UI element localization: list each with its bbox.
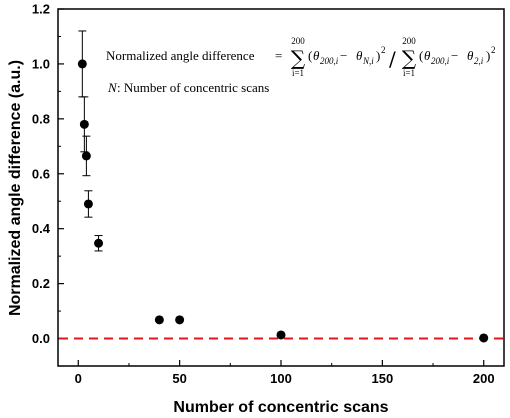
annotation-label: Normalized angle difference <box>106 48 255 63</box>
x-tick-label: 200 <box>473 371 495 386</box>
sum-lower-2: i=1 <box>403 68 415 78</box>
numerator-square: 2 <box>381 45 386 55</box>
numerator-minus: − <box>340 48 347 63</box>
denominator-theta-1: θ <box>424 48 431 63</box>
fraction-slash: / <box>389 47 396 71</box>
x-tick-label: 150 <box>372 371 394 386</box>
axis-ticks: 0 50 100 150 200 0.0 0.2 0.4 0.6 0.8 1.0 1.2 <box>32 2 495 387</box>
data-point <box>175 315 185 325</box>
sum-symbol-2: ∑ <box>402 46 417 70</box>
x-axis-title: Number of concentric scans <box>173 399 388 416</box>
denominator-sub-2: 2,i <box>474 56 484 66</box>
denominator-square: 2 <box>491 45 496 55</box>
data-point <box>79 119 89 129</box>
annotation-equals: = <box>275 48 282 63</box>
data-point <box>77 59 87 69</box>
sum-symbol-1: ∑ <box>291 46 306 70</box>
data-point <box>479 333 489 343</box>
x-tick-label: 0 <box>75 371 82 386</box>
y-axis-title: Normalized angle difference (a.u.) <box>7 60 24 316</box>
sum-lower-1: i=1 <box>292 68 304 78</box>
y-tick-label: 1.2 <box>32 2 50 17</box>
numerator-theta-2: θ <box>356 48 363 63</box>
numerator-sub-2: N,i <box>362 56 374 66</box>
data-point <box>276 330 286 340</box>
denominator-sub-1: 200,i <box>431 56 450 66</box>
denominator-open: ( <box>419 48 423 63</box>
data-point <box>154 315 164 325</box>
y-tick-label: 1.0 <box>32 56 50 71</box>
numerator-sub-1: 200,i <box>320 56 339 66</box>
data-point <box>83 199 93 209</box>
y-tick-label: 0.8 <box>32 111 50 126</box>
y-tick-label: 0.6 <box>32 166 50 181</box>
y-tick-label: 0.4 <box>32 221 51 236</box>
sum-upper-1: 200 <box>291 36 305 46</box>
x-tick-label: 50 <box>172 371 186 386</box>
data-point <box>81 151 91 161</box>
data-point <box>94 238 104 248</box>
x-tick-label: 100 <box>270 371 292 386</box>
data-points <box>77 59 489 343</box>
annotation-n-symbol: N <box>107 80 118 95</box>
sum-upper-2: 200 <box>402 36 416 46</box>
numerator-theta-1: θ <box>313 48 320 63</box>
denominator-minus: − <box>451 48 458 63</box>
annotation-n-description: : Number of concentric scans <box>117 80 269 95</box>
y-tick-label: 0.0 <box>32 331 50 346</box>
numerator-open: ( <box>308 48 312 63</box>
formula-annotation: Normalized angle difference = 200 ∑ i=1 … <box>106 36 496 95</box>
denominator-theta-2: θ <box>467 48 474 63</box>
y-tick-label: 0.2 <box>32 276 50 291</box>
numerator-close: ) <box>376 48 380 63</box>
denominator-close: ) <box>486 48 490 63</box>
